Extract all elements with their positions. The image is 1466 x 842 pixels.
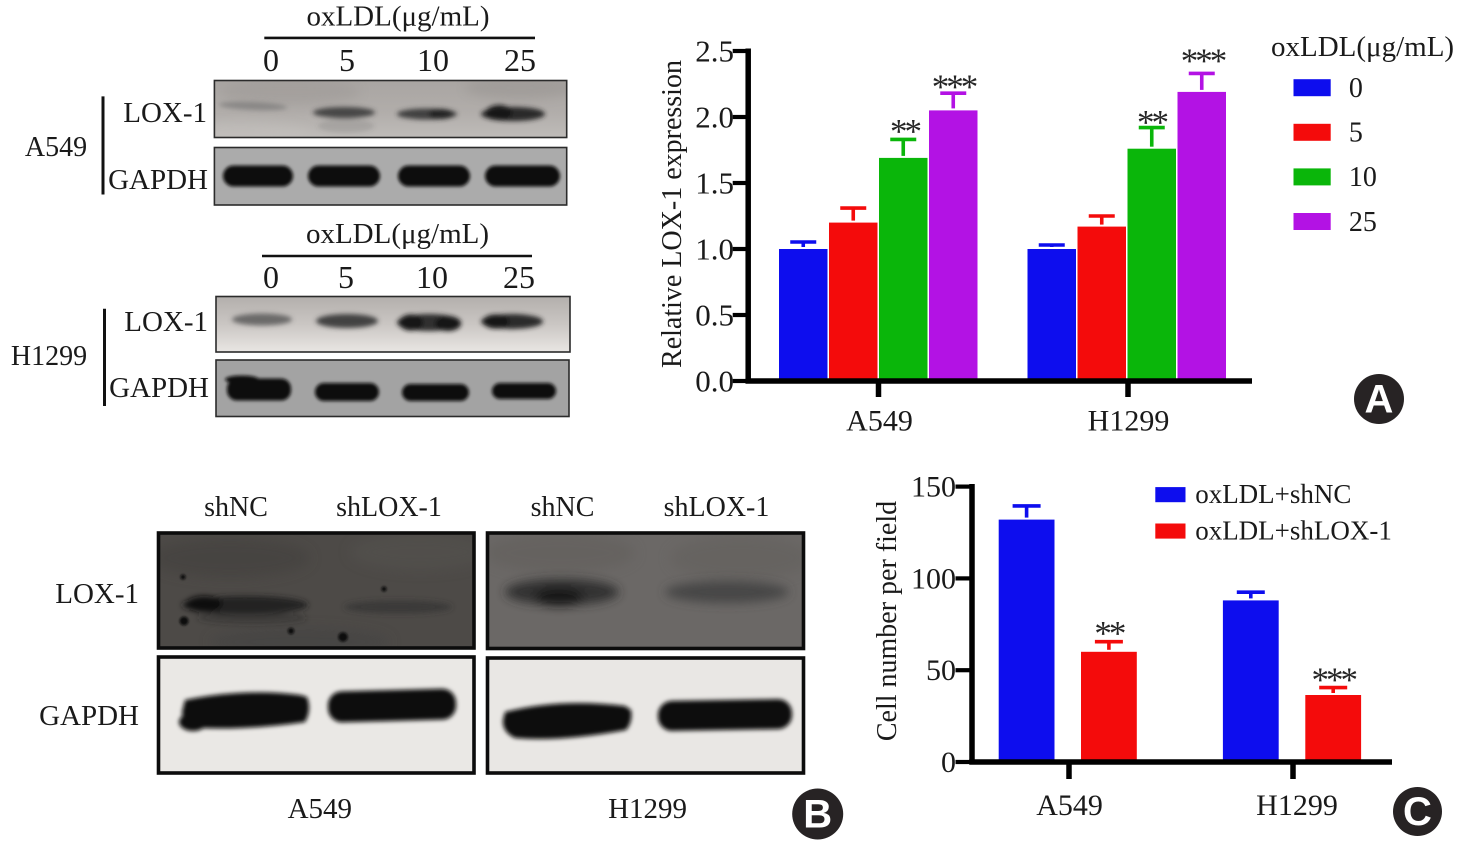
- svg-text:GAPDH: GAPDH: [108, 164, 208, 196]
- svg-text:C: C: [1403, 790, 1432, 834]
- svg-text:***: ***: [1181, 42, 1226, 81]
- svg-text:A549: A549: [288, 793, 352, 825]
- svg-text:***: ***: [1311, 661, 1356, 700]
- svg-text:1.5: 1.5: [695, 166, 734, 201]
- svg-text:50: 50: [926, 654, 956, 687]
- svg-text:shNC: shNC: [531, 492, 595, 523]
- svg-text:**: **: [1094, 614, 1125, 653]
- svg-text:oxLDL+shLOX-1: oxLDL+shLOX-1: [1195, 515, 1392, 545]
- svg-text:A549: A549: [1036, 789, 1103, 822]
- svg-text:B: B: [803, 793, 832, 837]
- svg-text:shLOX-1: shLOX-1: [336, 492, 442, 523]
- svg-text:0: 0: [263, 259, 279, 295]
- svg-text:25: 25: [504, 42, 536, 78]
- svg-text:10: 10: [417, 42, 449, 78]
- svg-text:**: **: [890, 112, 921, 151]
- svg-text:LOX-1: LOX-1: [55, 578, 139, 610]
- svg-text:0.5: 0.5: [695, 298, 734, 333]
- svg-text:H1299: H1299: [608, 793, 687, 825]
- svg-text:0.0: 0.0: [695, 364, 734, 399]
- svg-text:A: A: [1365, 378, 1394, 422]
- svg-text:H1299: H1299: [1088, 405, 1170, 438]
- svg-text:Relative LOX-1 expression: Relative LOX-1 expression: [657, 60, 688, 368]
- svg-text:LOX-1: LOX-1: [124, 306, 208, 338]
- svg-text:25: 25: [1349, 207, 1377, 238]
- svg-text:25: 25: [503, 259, 535, 295]
- svg-text:5: 5: [1349, 118, 1363, 149]
- svg-text:Cell number per field: Cell number per field: [872, 501, 903, 741]
- svg-text:0: 0: [941, 746, 956, 779]
- svg-text:H1299: H1299: [1256, 789, 1338, 822]
- svg-text:oxLDL(μg/mL): oxLDL(μg/mL): [1271, 31, 1454, 63]
- svg-text:**: **: [1137, 103, 1168, 142]
- svg-text:150: 150: [911, 471, 956, 504]
- svg-text:5: 5: [339, 42, 355, 78]
- svg-text:shLOX-1: shLOX-1: [664, 492, 770, 523]
- svg-text:10: 10: [1349, 162, 1377, 193]
- svg-text:0: 0: [1349, 73, 1363, 104]
- svg-text:oxLDL(μg/mL): oxLDL(μg/mL): [306, 218, 489, 250]
- svg-text:A549: A549: [25, 132, 87, 163]
- svg-text:1.0: 1.0: [695, 232, 734, 267]
- svg-text:A549: A549: [846, 405, 913, 438]
- svg-text:5: 5: [338, 259, 354, 295]
- svg-text:oxLDL+shNC: oxLDL+shNC: [1195, 479, 1351, 509]
- svg-text:100: 100: [911, 562, 956, 595]
- svg-text:LOX-1: LOX-1: [123, 97, 207, 129]
- svg-text:GAPDH: GAPDH: [39, 700, 139, 732]
- svg-text:oxLDL(μg/mL): oxLDL(μg/mL): [306, 1, 489, 33]
- svg-text:GAPDH: GAPDH: [109, 372, 209, 404]
- svg-text:H1299: H1299: [11, 341, 87, 372]
- svg-text:***: ***: [932, 68, 977, 107]
- svg-text:2.5: 2.5: [695, 34, 734, 69]
- svg-text:2.0: 2.0: [695, 100, 734, 135]
- svg-text:10: 10: [416, 259, 448, 295]
- svg-text:0: 0: [263, 42, 279, 78]
- svg-text:shNC: shNC: [204, 492, 268, 523]
